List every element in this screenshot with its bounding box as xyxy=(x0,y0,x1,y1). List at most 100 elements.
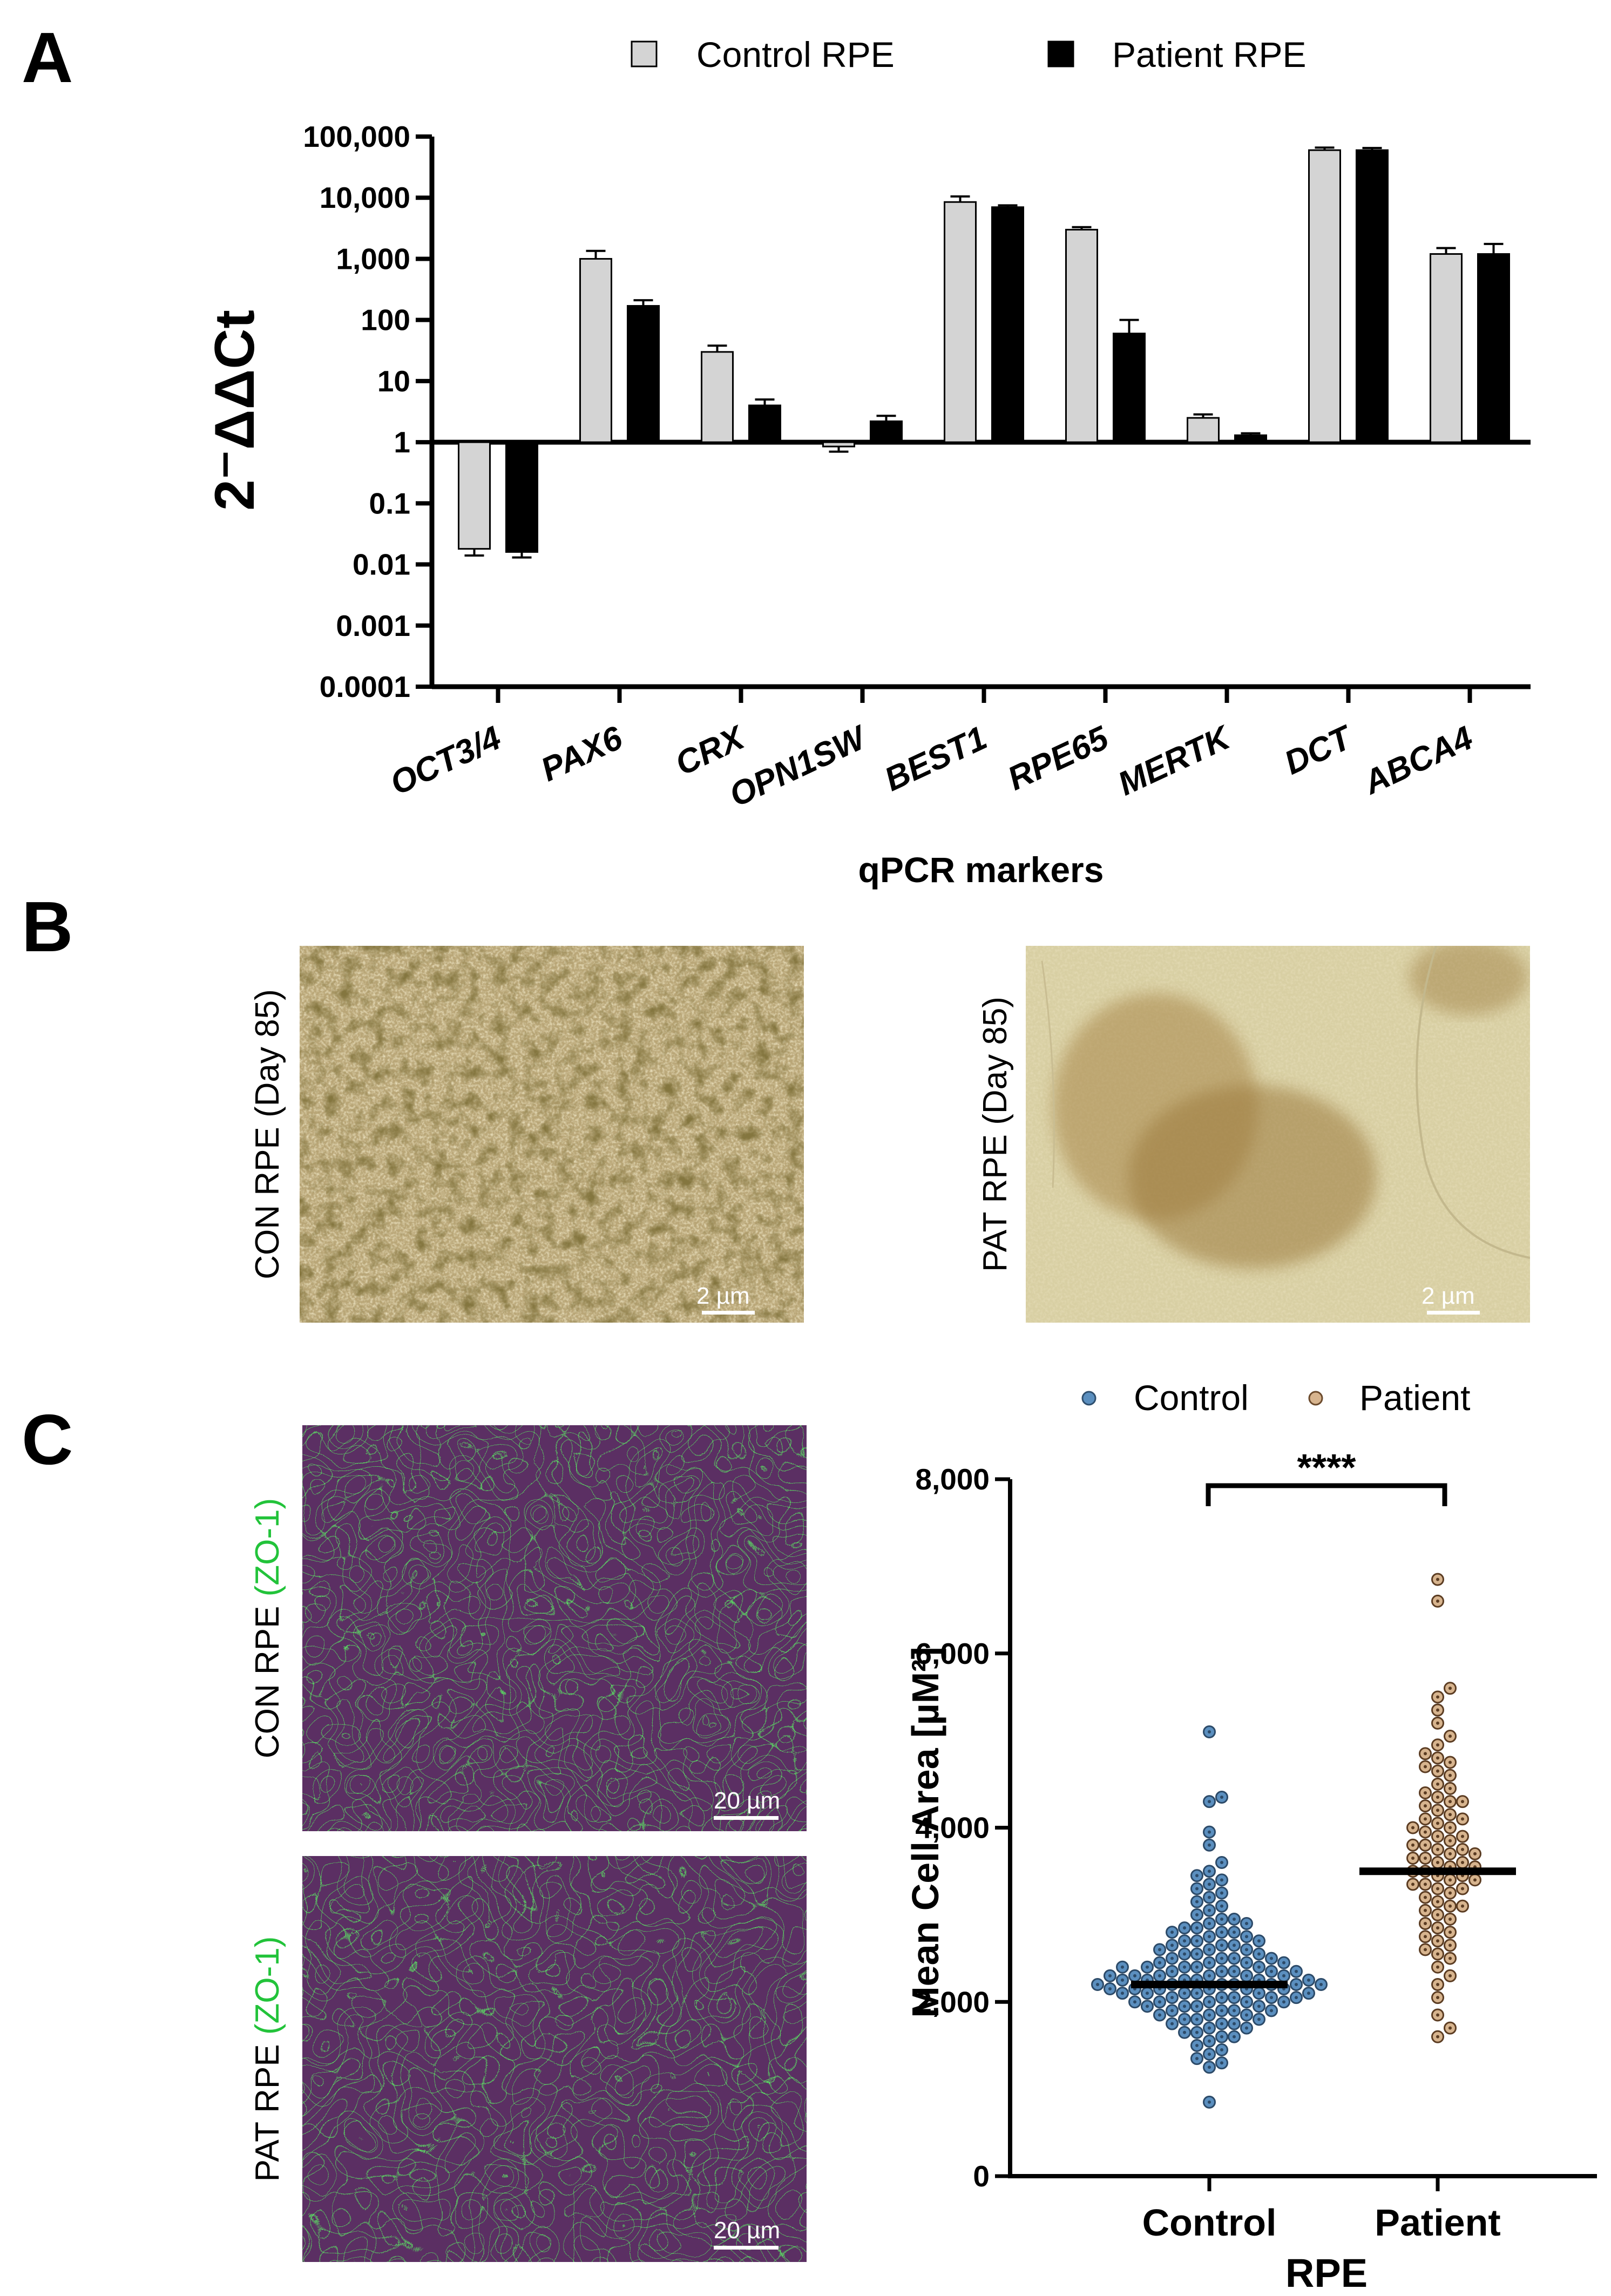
dot-control-center xyxy=(1282,2000,1285,2004)
dot-control-center xyxy=(1282,1974,1285,1977)
dot-control-center xyxy=(1158,1961,1161,1965)
dot-control-center xyxy=(1146,2004,1149,2008)
dot-control-center xyxy=(1220,1956,1223,1960)
dot-control-center xyxy=(1220,2022,1223,2026)
dot-control-center xyxy=(1220,2009,1223,2013)
scale-line-b-right xyxy=(1427,1311,1480,1315)
x-tick-label-a: RPE65 xyxy=(1002,719,1115,798)
dot-patient-center xyxy=(1424,1895,1427,1899)
dot-control-center xyxy=(1257,1939,1261,1943)
y-tick-label-a: 100 xyxy=(361,303,410,337)
dot-control-center xyxy=(1170,1996,1174,2000)
bar-patient-best1 xyxy=(991,206,1024,443)
dot-patient-center xyxy=(1424,1843,1427,1847)
dot-patient-center xyxy=(1424,1935,1427,1939)
scale-text-b-right: 2 µm xyxy=(1422,1283,1475,1309)
con-zo1-stain: (ZO-1) xyxy=(249,1498,286,1597)
dot-patient-center xyxy=(1473,1852,1477,1855)
dot-patient-center xyxy=(1436,1861,1439,1865)
dot-patient-center xyxy=(1436,1913,1439,1916)
dot-control-center xyxy=(1195,1874,1199,1878)
bar-control-pax6 xyxy=(579,258,612,443)
dot-control-center xyxy=(1208,1870,1211,1873)
y-tick-label-a: 0.01 xyxy=(353,548,410,581)
dot-control-center xyxy=(1319,1982,1323,1986)
dot-control-center xyxy=(1295,1996,1298,2000)
dot-patient-center xyxy=(1448,2026,1452,2030)
con-day85-label: CON RPE (Day 85) xyxy=(249,989,286,1279)
pat-zo1-prefix: PAT RPE xyxy=(249,2035,286,2182)
dot-patient-center xyxy=(1436,1782,1439,1786)
scale-bar-c-bottom: 20 µm xyxy=(714,2217,780,2250)
dot-control-center xyxy=(1220,1861,1223,1865)
dot-control-center xyxy=(1195,2004,1199,2008)
dot-patient-center xyxy=(1436,1796,1439,1799)
dot-patient-center xyxy=(1436,1926,1439,1930)
dot-patient-center xyxy=(1461,1861,1464,1865)
dot-control-center xyxy=(1233,1996,1236,2000)
dot-control-center xyxy=(1121,1965,1124,1969)
dot-patient-center xyxy=(1436,1599,1439,1603)
qpcr-bar-chart: Control RPE Patient RPE 100,000 10,000 1,0… xyxy=(204,35,1531,890)
dot-control-center xyxy=(1257,1952,1261,1956)
dot-control-center xyxy=(1220,1943,1223,1947)
dot-control-center xyxy=(1220,1996,1223,2000)
dot-control-center xyxy=(1170,1931,1174,1934)
dot-patient-center xyxy=(1436,1834,1439,1838)
bar-patient-rpe65 xyxy=(1113,333,1146,443)
dot-control-center xyxy=(1121,1978,1124,1982)
y-tick-label-c: 8,000 xyxy=(915,1462,990,1496)
dot-control-center xyxy=(1208,2100,1211,2104)
y-axis-title-a: 2⁻ΔΔCt xyxy=(204,310,266,511)
dot-control-center xyxy=(1208,1895,1211,1899)
dot-patient-center xyxy=(1448,1891,1452,1895)
dot-control-center xyxy=(1245,2026,1248,2030)
legend-a: Control RPE Patient RPE xyxy=(631,35,1307,74)
dot-control-center xyxy=(1208,1974,1211,1977)
zo1-pat-image xyxy=(302,1856,807,2262)
dot-patient-center xyxy=(1436,1982,1439,1986)
dot-patient-center xyxy=(1436,1695,1439,1699)
y-tick-label-a: 10,000 xyxy=(320,181,410,214)
scale-line-b-left xyxy=(702,1311,755,1315)
dot-control-center xyxy=(1245,1974,1248,1977)
dot-control-center xyxy=(1195,2017,1199,2021)
panel-letter-c: C xyxy=(22,1400,73,1479)
dot-control-center xyxy=(1220,1931,1223,1934)
zo1-con-image xyxy=(302,1425,807,1831)
bar-patient-crx xyxy=(748,404,781,443)
scale-text-c-top: 20 µm xyxy=(714,1787,780,1814)
dot-patient-center xyxy=(1436,1900,1439,1904)
dot-patient-center xyxy=(1436,1721,1439,1725)
bars-a xyxy=(458,146,1510,559)
dot-control-center xyxy=(1195,1913,1199,1916)
dot-control-center xyxy=(1233,1956,1236,1960)
dot-control-center xyxy=(1220,1969,1223,1973)
y-tick-label-a: 10 xyxy=(377,364,410,398)
dot-control-center xyxy=(1183,1926,1186,1930)
dot-control-center xyxy=(1282,1961,1285,1965)
x-tick-label-a: BEST1 xyxy=(879,719,992,798)
dot-patient-center xyxy=(1448,1826,1452,1830)
dot-control-center xyxy=(1108,1974,1112,1977)
dot-control-center xyxy=(1208,1882,1211,1886)
bar-control-abca4 xyxy=(1430,253,1463,443)
bar-control-oct34 xyxy=(458,441,491,550)
dot-patient-center xyxy=(1448,1943,1452,1947)
pat-zo1-stain: (ZO-1) xyxy=(249,1936,286,2035)
bar-patient-mertk xyxy=(1234,434,1267,443)
dot-patient-center xyxy=(1461,1887,1464,1891)
dot-control-center xyxy=(1208,1922,1211,1926)
dot-patient-center xyxy=(1461,1800,1464,1804)
dot-control-center xyxy=(1195,1900,1199,1904)
dot-patient-center xyxy=(1436,1965,1439,1969)
dot-control-center xyxy=(1245,2000,1248,2004)
dot-control-center xyxy=(1158,1948,1161,1952)
dot-patient-center xyxy=(1436,1952,1439,1956)
dot-control-center xyxy=(1208,1948,1211,1952)
dot-control-center xyxy=(1220,1878,1223,1882)
dot-control-center xyxy=(1170,2022,1174,2026)
dot-patient-center xyxy=(1436,2013,1439,2017)
dot-control-center xyxy=(1108,1987,1112,1991)
y-tick-label-a: 0.1 xyxy=(369,486,410,520)
